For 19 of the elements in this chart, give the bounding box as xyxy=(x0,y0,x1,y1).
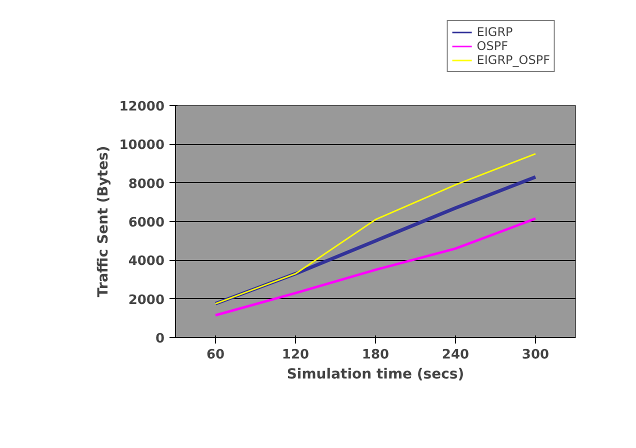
line-series xyxy=(214,217,537,317)
x-axis-title: Simulation time (secs) xyxy=(286,366,464,382)
y-tick-label: 6000 xyxy=(128,216,165,230)
legend-label: EIGRP xyxy=(476,25,513,39)
y-tick-label: 12000 xyxy=(119,100,165,114)
y-tick-label: 2000 xyxy=(128,292,165,308)
y-tick-label: 8000 xyxy=(128,176,165,192)
y-tick-label: 0 xyxy=(155,332,164,346)
x-tick-label: 120 xyxy=(282,348,310,362)
y-tick-label: 4000 xyxy=(128,254,165,270)
legend-label: EIGRP_OSPF xyxy=(476,53,550,67)
y-axis-title: Traffic Sent (Bytes) xyxy=(95,146,112,298)
x-tick-label: 60 xyxy=(206,348,225,362)
x-tick-label: 300 xyxy=(522,348,550,362)
x-tick-label: 180 xyxy=(362,348,390,362)
line-series xyxy=(214,153,536,304)
x-tick-label: 240 xyxy=(442,348,470,362)
legend-label: OSPF xyxy=(476,39,508,53)
y-tick-label: 10000 xyxy=(119,138,165,154)
